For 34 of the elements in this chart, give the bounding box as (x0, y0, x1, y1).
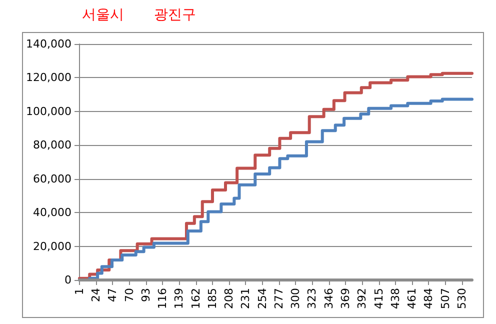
x-tick-label: 530 (455, 288, 468, 309)
x-tick-label: 323 (306, 288, 319, 309)
x-tick-label: 346 (322, 288, 336, 309)
y-tick-label: 20,000 (32, 240, 72, 253)
x-tick-label: 277 (272, 288, 286, 309)
x-tick-label: 139 (172, 288, 186, 309)
text: 서울시 (82, 6, 124, 24)
x-tick-label: 415 (372, 288, 386, 309)
x-tick-label: 484 (422, 288, 436, 309)
x-tick-label: 392 (356, 288, 369, 309)
x-tick-label: 507 (438, 288, 452, 309)
x-tick-label: 231 (239, 288, 252, 309)
x-tick-label: 438 (388, 288, 402, 309)
y-tick-label: 40,000 (32, 206, 72, 220)
y-tick-label: 60,000 (32, 172, 72, 186)
x-tick-label: 300 (289, 288, 302, 309)
x-tick-label: 254 (256, 288, 269, 309)
x-tick-label: 185 (206, 288, 219, 309)
x-tick-label: 1 (72, 288, 86, 295)
y-tick-label: 140,000 (26, 38, 72, 50)
x-tick-label: 162 (189, 288, 202, 309)
x-tick-label: 47 (106, 288, 120, 302)
y-tick-label: 80,000 (32, 138, 72, 152)
x-tick-label: 24 (90, 288, 103, 302)
x-tick-label: 369 (339, 288, 352, 309)
x-tick-label: 93 (139, 288, 152, 302)
y-tick-label: 0 (64, 274, 72, 286)
y-tick-label: 100,000 (26, 104, 72, 118)
text: 광진구 (154, 6, 196, 24)
x-tick-label: 70 (122, 288, 136, 302)
x-tick-label: 461 (406, 288, 419, 309)
x-tick-label: 116 (156, 288, 170, 309)
y-tick-label: 120,000 (26, 71, 72, 84)
x-tick-label: 208 (222, 288, 236, 309)
